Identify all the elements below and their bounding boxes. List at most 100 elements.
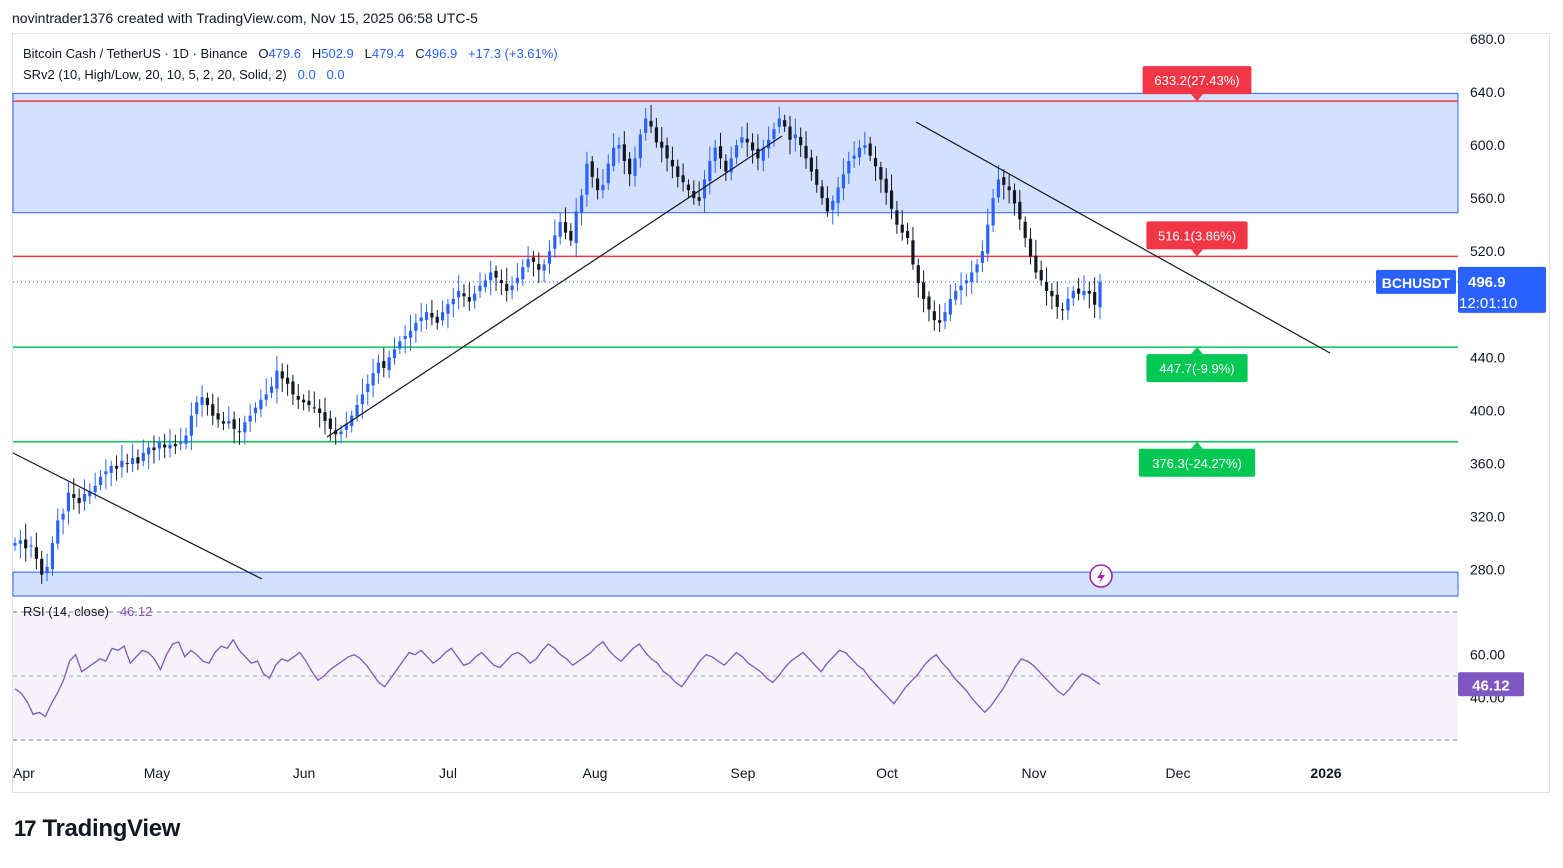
candle-body <box>259 399 263 410</box>
rsi-tick-label: 60.00 <box>1470 647 1505 663</box>
y-tick-label: 560.0 <box>1470 190 1505 206</box>
x-tick-label: 2026 <box>1310 765 1341 781</box>
indicator-name[interactable]: SRv2 (10, High/Low, 20, 10, 5, 2, 20, So… <box>23 67 287 82</box>
candle <box>991 188 995 233</box>
candle-body <box>825 198 830 212</box>
candle-body <box>622 144 626 162</box>
candle <box>440 300 445 326</box>
candle <box>628 151 632 187</box>
trendline-1 <box>12 452 263 580</box>
candle <box>905 223 910 245</box>
symbol-name[interactable]: Bitcoin Cash / TetherUS · 1D · Binance <box>23 46 248 61</box>
candle <box>601 168 605 199</box>
flash-icon <box>1089 564 1113 588</box>
symbol-tag-bg <box>1376 269 1456 294</box>
candle-body <box>312 407 316 409</box>
candle <box>873 146 878 181</box>
candle <box>809 149 813 181</box>
candle-body <box>788 126 792 140</box>
x-tick-label: Aug <box>583 765 608 781</box>
candle-body <box>922 282 926 299</box>
y-tick-label: 640.0 <box>1470 84 1505 100</box>
candle-body <box>130 458 135 465</box>
candle <box>189 402 193 451</box>
candle-body <box>1082 290 1086 296</box>
candle-body <box>996 179 1001 198</box>
candle-body <box>617 145 621 149</box>
candle <box>446 298 450 329</box>
symbol-tag: BCHUSDT <box>1376 269 1456 294</box>
candle-body <box>660 141 664 148</box>
candle <box>61 508 65 535</box>
candle <box>825 186 830 217</box>
candle-body <box>125 463 129 465</box>
x-tick-label: Oct <box>876 765 898 781</box>
candle <box>980 240 985 273</box>
candle-body <box>943 312 947 322</box>
indicator-legend: SRv2 (10, High/Low, 20, 10, 5, 2, 20, So… <box>23 67 345 82</box>
candle <box>211 393 215 425</box>
candle <box>24 523 28 562</box>
level-badge-4-text: 376.3(-24.27%) <box>1152 456 1242 471</box>
candle <box>542 259 546 283</box>
candle-body <box>900 224 904 233</box>
candle <box>1066 286 1070 320</box>
level-badge-pointer-2 <box>1191 249 1203 257</box>
level-badge-3-text: 447.7(-9.9%) <box>1159 361 1234 376</box>
candle-body <box>243 422 247 433</box>
candle <box>900 210 904 241</box>
candle <box>467 282 471 311</box>
candle <box>88 483 92 505</box>
candle-body <box>109 466 113 473</box>
candle-body <box>975 264 979 273</box>
candle <box>248 403 252 433</box>
rsi-name[interactable]: RSI (14, close) <box>23 604 109 619</box>
candle-body <box>1044 281 1049 291</box>
tradingview-logo[interactable]: 17 TradingView <box>14 815 180 843</box>
candle-body <box>889 190 894 209</box>
symbol-legend: Bitcoin Cash / TetherUS · 1D · Binance O… <box>23 46 558 61</box>
candle <box>77 488 81 514</box>
candle-body <box>911 240 915 265</box>
candle <box>1050 283 1054 310</box>
candle-body <box>1012 190 1017 204</box>
candle <box>157 436 161 461</box>
candle <box>205 392 210 416</box>
candle <box>729 146 733 181</box>
candle <box>120 444 124 478</box>
candle-body <box>61 513 65 520</box>
candle <box>98 470 103 491</box>
level-badge-4: 376.3(-24.27%) <box>1138 448 1256 477</box>
candle-body <box>686 184 691 191</box>
candle-body <box>515 277 520 284</box>
candle <box>895 201 899 234</box>
candle-body <box>173 444 177 447</box>
candle <box>430 299 434 326</box>
candle-body <box>376 362 381 374</box>
candle <box>130 443 135 473</box>
candle <box>740 126 744 149</box>
candle-body <box>344 423 348 430</box>
candle <box>34 532 38 570</box>
candle-body <box>569 231 573 241</box>
candle-body <box>237 431 242 433</box>
candle <box>237 418 242 445</box>
candle <box>291 374 295 406</box>
candle <box>435 310 439 330</box>
candle <box>606 154 610 190</box>
candle <box>200 385 204 417</box>
candle-body <box>927 296 931 310</box>
candle <box>884 168 888 205</box>
candle-body <box>253 407 258 414</box>
candle-body <box>863 145 867 148</box>
candle-body <box>724 160 728 172</box>
candle-body <box>195 402 199 415</box>
candle <box>585 151 589 207</box>
y-tick-label: 400.0 <box>1470 402 1505 418</box>
candle <box>841 158 846 201</box>
candle-body <box>585 163 589 195</box>
candle <box>40 550 44 585</box>
flash-icon-bolt <box>1097 569 1105 584</box>
candle-body <box>227 420 231 424</box>
